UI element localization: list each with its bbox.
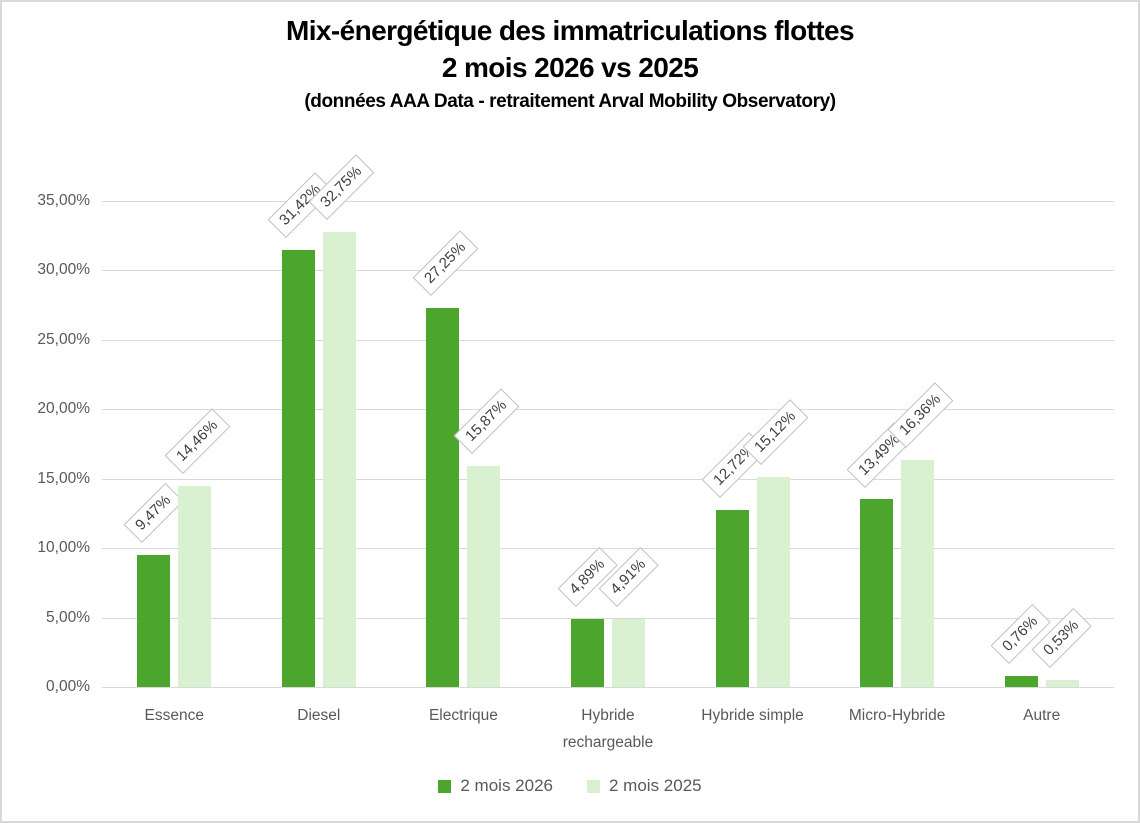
y-axis-tick-label: 25,00% [37, 330, 90, 348]
data-label-electrique-2025: 15,87% [453, 388, 520, 455]
legend-label: 2 mois 2026 [460, 776, 553, 795]
legend: 2 mois 2026 2 mois 2025 [2, 776, 1138, 796]
y-axis-tick-label: 35,00% [37, 191, 90, 209]
y-axis-tick-label: 15,00% [37, 469, 90, 487]
chart-title-line1: Mix-énergétique des immatriculations flo… [286, 15, 855, 46]
y-gridline-20 [102, 409, 1114, 410]
bar-autre-2026 [1004, 676, 1038, 687]
data-label-essence-2026: 9,47% [123, 483, 184, 544]
x-tick-label-diesel: Diesel [297, 707, 341, 724]
bar-electrique-2026 [426, 308, 460, 687]
bar-diesel-2026 [281, 250, 315, 687]
chart-subtitle: (données AAA Data - retraitement Arval M… [304, 91, 836, 112]
legend-item-2025: 2 mois 2025 [587, 776, 702, 796]
y-axis-tick-label: 30,00% [37, 261, 90, 278]
data-label-micro-hybride-2025: 16,36% [887, 381, 953, 448]
y-gridline-5 [102, 617, 1114, 619]
bar-essence-2026 [137, 555, 171, 687]
x-tick-label-micro-hybride: Micro-Hybride [848, 707, 946, 724]
data-label-electrique-2026: 27,25% [412, 230, 479, 297]
bar-hybride-simple-2026 [715, 510, 749, 687]
y-gridline-35 [102, 200, 1114, 202]
bar-hybride-simple-2025 [756, 476, 790, 687]
y-gridline-15 [102, 478, 1114, 480]
bar-essence-2025 [178, 486, 212, 687]
legend-swatch-2026 [438, 779, 452, 793]
y-gridline-10 [102, 548, 1114, 549]
y-gridline-30 [102, 270, 1114, 271]
y-axis-tick-label: 5,00% [46, 608, 90, 626]
bar-hybride-rechargeable-2026 [571, 619, 604, 687]
bar-micro-hybride-2026 [860, 499, 894, 687]
y-gridline-25 [102, 339, 1114, 341]
x-tick-label-electrique: Electrique [428, 707, 498, 724]
y-gridline-0 [102, 687, 1114, 688]
legend-swatch-2025 [587, 779, 600, 793]
data-label-essence-2025: 14,46% [164, 408, 231, 475]
chart-title-block: Mix-énergétique des immatriculations flo… [2, 12, 1138, 115]
legend-label: 2 mois 2025 [609, 776, 702, 795]
bar-micro-hybride-2025 [901, 459, 935, 687]
y-axis-tick-label: 20,00% [37, 400, 90, 417]
x-tick-label-hybride-simple: Hybride simple [701, 707, 804, 724]
legend-item-2026: 2 mois 2026 [438, 776, 553, 796]
chart-title-line2: 2 mois 2026 vs 2025 [441, 52, 699, 83]
x-tick-label-essence: Essence [144, 707, 204, 724]
bar-diesel-2025 [322, 231, 356, 687]
y-axis-tick-label: 10,00% [37, 539, 90, 556]
bar-hybride-rechargeable-2025 [612, 618, 645, 687]
y-axis-tick-label: 0,00% [46, 678, 90, 695]
x-tick-label-autre: Autre [1023, 707, 1061, 724]
x-tick-label-hybride-rechargeable: Hybride rechargeable [562, 707, 654, 751]
bar-autre-2025 [1045, 679, 1079, 687]
bar-electrique-2025 [467, 466, 501, 687]
